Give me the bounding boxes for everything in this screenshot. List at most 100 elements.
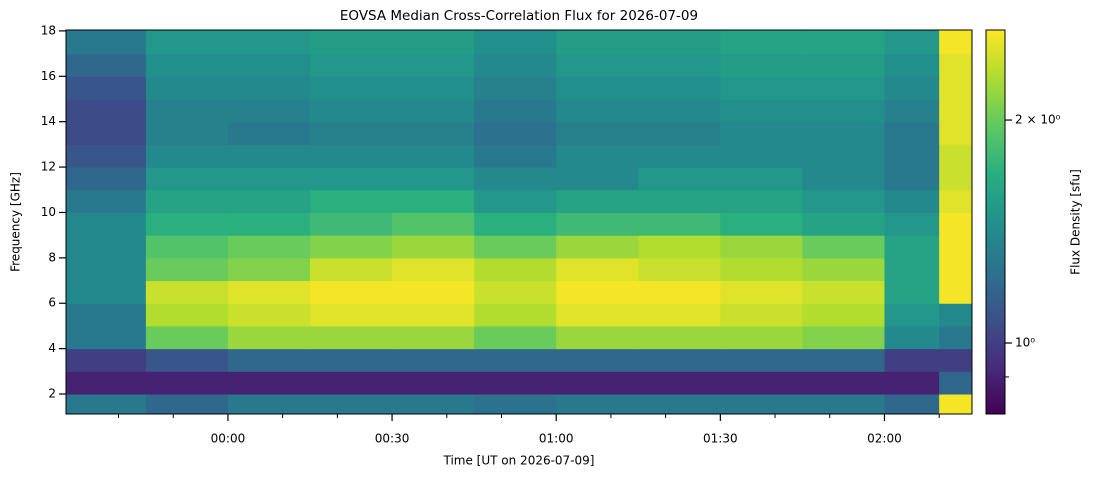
colorbar-tick-label: 2 × 10⁰ — [1015, 113, 1061, 127]
heatmap-cell — [392, 30, 475, 55]
heatmap-cell — [227, 167, 311, 191]
heatmap-cell — [66, 167, 147, 191]
heatmap-cell — [392, 167, 475, 191]
heatmap-cell — [474, 303, 557, 327]
heatmap-cell — [556, 348, 639, 372]
heatmap-cell — [145, 212, 229, 236]
heatmap-cell — [556, 144, 639, 168]
heatmap-cell — [802, 257, 885, 282]
heatmap-cell — [310, 280, 393, 304]
heatmap-cell — [556, 280, 639, 304]
heatmap-cell — [66, 257, 147, 282]
heatmap-cell — [66, 189, 147, 213]
heatmap-cell — [638, 394, 721, 415]
heatmap-cell — [720, 212, 803, 236]
heatmap-cell — [720, 167, 803, 191]
heatmap-cell — [66, 325, 147, 350]
heatmap-cell — [310, 76, 393, 100]
heatmap-cell — [310, 98, 393, 123]
heatmap-cell — [392, 235, 475, 259]
heatmap-cell — [556, 325, 639, 350]
heatmap-cell — [66, 98, 147, 123]
heatmap-cell — [227, 235, 311, 259]
heatmap-cell — [884, 144, 940, 168]
heatmap-cell — [720, 257, 803, 282]
heatmap-cell — [638, 212, 721, 236]
heatmap-cell — [145, 348, 229, 372]
heatmap-cell — [720, 235, 803, 259]
heatmap-cell — [392, 53, 475, 77]
heatmap-cell — [802, 280, 885, 304]
heatmap-cell — [227, 280, 311, 304]
heatmap-cell — [227, 121, 311, 145]
heatmap-cell — [227, 303, 311, 327]
heatmap-cell — [474, 53, 557, 77]
heatmap-cell — [802, 76, 885, 100]
heatmap-cell — [884, 167, 940, 191]
heatmap-cell — [638, 144, 721, 168]
heatmap-cell — [802, 348, 885, 372]
heatmap-cell — [939, 98, 973, 123]
heatmap-cell — [66, 30, 147, 55]
heatmap-cell — [556, 257, 639, 282]
y-tick-label: 12 — [41, 160, 56, 174]
heatmap-cell — [638, 371, 721, 395]
heatmap-cell — [310, 257, 393, 282]
heatmap-cell — [227, 394, 311, 415]
heatmap-cell — [66, 53, 147, 77]
heatmap-cell — [720, 189, 803, 213]
heatmap-cell — [310, 394, 393, 415]
chart-title: EOVSA Median Cross-Correlation Flux for … — [340, 8, 698, 24]
heatmap-cell — [145, 121, 229, 145]
heatmap-cell — [310, 121, 393, 145]
heatmap-cell — [720, 30, 803, 55]
heatmap-cell — [939, 394, 973, 415]
heatmap-cell — [939, 325, 973, 350]
heatmap-cell — [802, 212, 885, 236]
heatmap-cell — [802, 371, 885, 395]
heatmap-cell — [638, 76, 721, 100]
heatmap-cell — [227, 371, 311, 395]
heatmap-cell — [939, 371, 973, 395]
heatmap-cell — [939, 144, 973, 168]
heatmap-cell — [145, 371, 229, 395]
x-tick-label: 01:30 — [703, 432, 738, 446]
heatmap-cell — [556, 394, 639, 415]
heatmap-cell — [884, 280, 940, 304]
heatmap-cell — [474, 280, 557, 304]
y-tick-label: 18 — [41, 23, 56, 37]
heatmap-cell — [720, 394, 803, 415]
x-tick-label: 01:00 — [539, 432, 574, 446]
heatmap-cell — [884, 394, 940, 415]
heatmap-cell — [638, 98, 721, 123]
heatmap-cell — [884, 98, 940, 123]
heatmap-cell — [802, 394, 885, 415]
heatmap-cell — [720, 121, 803, 145]
y-axis-label: Frequency [GHz] — [9, 172, 23, 272]
heatmap-cell — [474, 235, 557, 259]
heatmap-cell — [310, 212, 393, 236]
heatmap-cell — [310, 235, 393, 259]
heatmap-cell — [145, 280, 229, 304]
heatmap-cell — [939, 280, 973, 304]
heatmap-cell — [227, 189, 311, 213]
heatmap-cell — [474, 325, 557, 350]
heatmap-cell — [474, 144, 557, 168]
heatmap-cell — [802, 98, 885, 123]
heatmap-cell — [392, 325, 475, 350]
heatmap-cell — [66, 394, 147, 415]
heatmap-cell — [392, 371, 475, 395]
heatmap-cell — [939, 235, 973, 259]
heatmap-cell — [392, 144, 475, 168]
heatmap-cell — [392, 121, 475, 145]
heatmap-cell — [145, 257, 229, 282]
heatmap-cell — [884, 121, 940, 145]
heatmap-cell — [474, 394, 557, 415]
heatmap-cell — [720, 371, 803, 395]
heatmap-cell — [310, 303, 393, 327]
heatmap-cell — [638, 235, 721, 259]
colorbar-frame — [985, 29, 1006, 415]
y-tick-label: 4 — [48, 341, 56, 355]
